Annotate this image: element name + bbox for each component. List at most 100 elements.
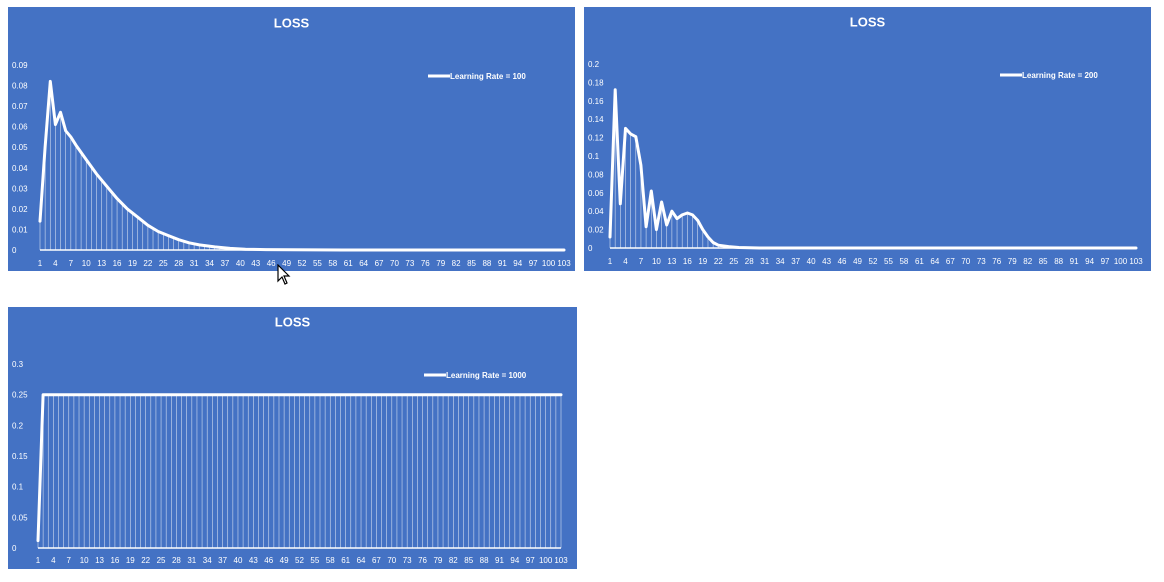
y-tick-label: 0.18 (588, 78, 604, 87)
x-tick-label: 85 (467, 259, 476, 268)
y-tick-label: 0.2 (12, 421, 24, 430)
x-tick-label: 73 (405, 259, 414, 268)
legend-label: Learning Rate = 200 (1022, 71, 1098, 80)
x-tick-label: 37 (791, 257, 800, 266)
x-tick-label: 100 (539, 556, 553, 565)
x-tick-label: 94 (1085, 257, 1094, 266)
x-tick-label: 25 (157, 556, 166, 565)
y-tick-label: 0.01 (12, 225, 28, 234)
x-tick-label: 46 (264, 556, 273, 565)
x-tick-label: 64 (930, 257, 939, 266)
y-tick-label: 0.09 (12, 61, 28, 70)
chart-svg: LOSS 0 0.05 0.1 0.15 0.2 0.25 0.3 1 4 7 10 13 16 19 22 2… (12, 314, 568, 565)
y-tick-label: 0.16 (588, 97, 604, 106)
x-tick-label: 103 (1129, 257, 1143, 266)
x-tick-label: 40 (234, 556, 243, 565)
x-tick-label: 91 (498, 259, 507, 268)
x-tick-label: 76 (418, 556, 427, 565)
y-tick-label: 0 (588, 244, 593, 253)
y-tick-label: 0.08 (12, 82, 28, 91)
loss-chart-lr-1000: LOSS 0 0.05 0.1 0.15 0.2 0.25 0.3 1 4 7 10 13 16 19 22 2… (8, 307, 577, 569)
x-tick-label: 28 (174, 259, 183, 268)
chart-title: LOSS (274, 15, 310, 30)
y-tick-label: 0.04 (12, 164, 28, 173)
x-tick-label: 43 (249, 556, 258, 565)
x-tick-label: 97 (1101, 257, 1110, 266)
y-tick-label: 0.15 (12, 452, 28, 461)
x-tick-label: 13 (667, 257, 676, 266)
x-tick-label: 70 (387, 556, 396, 565)
x-tick-label: 82 (452, 259, 461, 268)
y-tick-label: 0 (12, 544, 17, 553)
x-tick-label: 7 (67, 556, 72, 565)
x-tick-label: 13 (95, 556, 104, 565)
y-tick-label: 0.02 (12, 205, 28, 214)
x-tick-label: 37 (220, 259, 229, 268)
x-tick-label: 103 (554, 556, 568, 565)
x-tick-label: 70 (961, 257, 970, 266)
y-tick-label: 0.25 (12, 391, 28, 400)
x-tick-label: 1 (36, 556, 41, 565)
x-tick-label: 49 (282, 259, 291, 268)
x-tick-label: 16 (113, 259, 122, 268)
series-line (608, 88, 1138, 250)
x-tick-label: 16 (110, 556, 119, 565)
y-tick-label: 0.06 (588, 189, 604, 198)
x-tick-label: 4 (53, 259, 58, 268)
x-tick-label: 55 (310, 556, 319, 565)
x-tick-label: 100 (1114, 257, 1128, 266)
x-tick-label: 10 (82, 259, 91, 268)
x-tick-label: 94 (513, 259, 522, 268)
y-tick-label: 0.03 (12, 184, 28, 193)
y-tick-label: 0.02 (588, 226, 604, 235)
x-tick-label: 46 (267, 259, 276, 268)
x-tick-label: 67 (372, 556, 381, 565)
x-tick-label: 58 (328, 259, 337, 268)
x-tick-label: 28 (172, 556, 181, 565)
x-tick-label: 31 (187, 556, 196, 565)
x-tick-label: 43 (822, 257, 831, 266)
x-tick-label: 10 (80, 556, 89, 565)
x-tick-label: 37 (218, 556, 227, 565)
x-tick-label: 4 (51, 556, 56, 565)
x-tick-label: 61 (341, 556, 350, 565)
x-tick-label: 22 (714, 257, 723, 266)
x-tick-label: 91 (1070, 257, 1079, 266)
x-tick-label: 52 (869, 257, 878, 266)
x-tick-label: 46 (838, 257, 847, 266)
x-tick-label: 25 (729, 257, 738, 266)
series-line (38, 79, 566, 252)
x-tick-label: 7 (69, 259, 74, 268)
x-tick-label: 58 (899, 257, 908, 266)
x-tick-label: 1 (608, 257, 613, 266)
x-tick-label: 88 (480, 556, 489, 565)
x-tick-label: 61 (915, 257, 924, 266)
x-tick-label: 16 (683, 257, 692, 266)
loss-chart-lr-200: LOSS 0 0.02 0.04 0.06 0.08 0.1 0.12 0.14 0.16 0.18… (584, 7, 1151, 271)
y-tick-label: 0.07 (12, 102, 28, 111)
x-tick-label: 31 (190, 259, 199, 268)
y-tick-label: 0.3 (12, 360, 24, 369)
x-tick-label: 64 (359, 259, 368, 268)
x-tick-label: 13 (97, 259, 106, 268)
y-tick-label: 0.1 (588, 152, 600, 161)
x-tick-label: 82 (1023, 257, 1032, 266)
x-tick-label: 22 (143, 259, 152, 268)
x-tick-label: 94 (510, 556, 519, 565)
x-tick-label: 76 (421, 259, 430, 268)
x-tick-label: 22 (141, 556, 150, 565)
x-tick-label: 79 (433, 556, 442, 565)
x-tick-label: 79 (1008, 257, 1017, 266)
x-tick-label: 91 (495, 556, 504, 565)
x-tick-label: 49 (280, 556, 289, 565)
x-tick-label: 67 (375, 259, 384, 268)
x-tick-label: 97 (529, 259, 538, 268)
x-tick-label: 40 (236, 259, 245, 268)
chart-svg: LOSS 0 0.01 0.02 0.03 0.04 0.05 0.06 0.07 0.08 0.0… (12, 15, 571, 268)
x-tick-label: 34 (205, 259, 214, 268)
chart-title: LOSS (850, 14, 886, 29)
y-tick-label: 0.04 (588, 207, 604, 216)
y-tick-label: 0.05 (12, 513, 28, 522)
x-tick-label: 52 (295, 556, 304, 565)
x-tick-label: 73 (977, 257, 986, 266)
